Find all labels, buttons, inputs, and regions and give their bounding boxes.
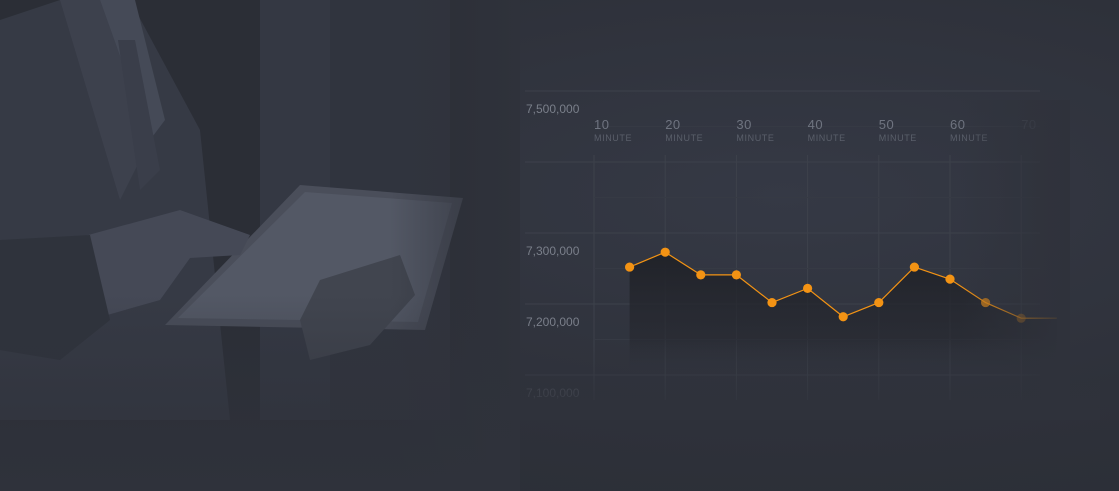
data-point (803, 283, 813, 293)
y-tick-label: 7,500,000 (526, 102, 580, 116)
businessman-tablet-photo (0, 0, 520, 491)
data-point (660, 247, 670, 257)
x-tick-label: 20 (665, 117, 680, 132)
data-point (874, 297, 884, 308)
y-tick-label: 7,300,000 (526, 244, 580, 258)
x-tick-label: 50 (879, 117, 894, 132)
data-point (731, 270, 742, 280)
data-point (767, 297, 777, 308)
x-tick-unit: MINUTE (594, 133, 632, 143)
data-point (945, 274, 955, 284)
x-tick-label: 40 (808, 117, 823, 132)
x-tick-label: 30 (736, 117, 751, 132)
x-tick-unit: MINUTE (808, 133, 846, 143)
x-tick-unit: MINUTE (736, 133, 774, 143)
y-tick-label: 7,200,000 (526, 315, 580, 329)
x-tick-unit: MINUTE (665, 133, 703, 143)
data-point (625, 262, 635, 272)
data-point (696, 270, 706, 280)
x-tick-label: 10 (594, 117, 609, 132)
x-tick-unit: MINUTE (879, 133, 917, 143)
data-point (909, 262, 920, 272)
data-point (838, 312, 848, 322)
